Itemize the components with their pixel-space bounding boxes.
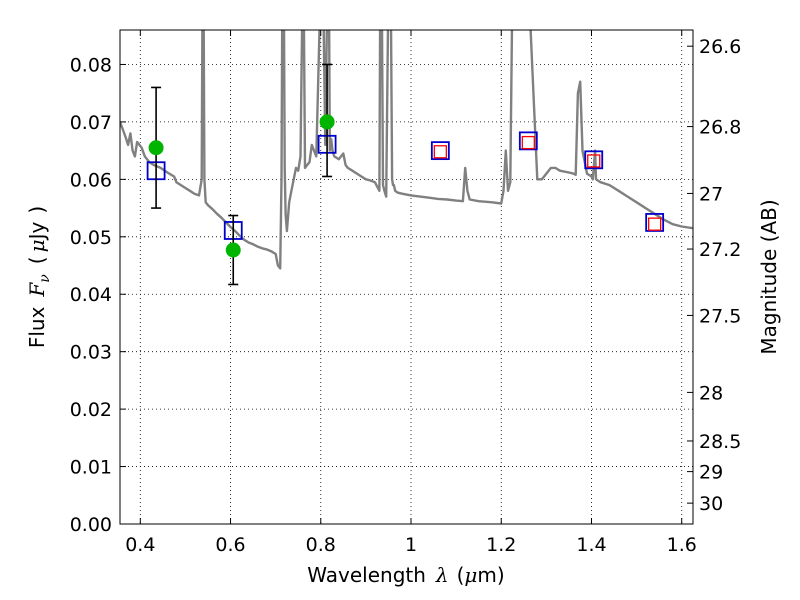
y-axis-title-f: F xyxy=(25,282,49,298)
observed-nir-square-marker xyxy=(647,217,662,231)
y-tick-label: 0.07 xyxy=(70,112,112,134)
y-tick-label: 0.08 xyxy=(70,54,112,76)
model-square-marker xyxy=(645,213,665,232)
y-axis-title-unit: Jy xyxy=(25,221,49,241)
y-axis-title-mu: μ xyxy=(25,239,49,252)
y2-tick-label: 27.2 xyxy=(699,239,741,261)
y2-tick-label: 26.6 xyxy=(699,36,741,58)
y-tick-label: 0.02 xyxy=(70,399,112,421)
x-axis-title-paren-open: ( xyxy=(457,563,465,587)
x-axis-title-mu: μ xyxy=(464,563,477,587)
x-tick-label: 0.6 xyxy=(215,534,245,556)
y2-tick-label: 27 xyxy=(699,183,723,205)
y-axis-title-prefix: Flux xyxy=(25,306,49,348)
y2-tick-label: 26.8 xyxy=(699,117,741,139)
y2-tick-label: 29 xyxy=(699,462,723,484)
observed-nir-square-marker xyxy=(433,145,447,159)
model-spectrum-line xyxy=(120,30,693,270)
y-axis-title-paren-close: ) xyxy=(25,206,49,214)
y2-tick-label: 30 xyxy=(699,493,723,515)
y-axis-title-nu: ν xyxy=(37,274,53,283)
y-tick-label: 0.00 xyxy=(70,514,112,536)
x-tick-label: 0.8 xyxy=(306,534,336,556)
model-square-marker xyxy=(430,141,450,161)
y-tick-label: 0.06 xyxy=(70,169,112,191)
y2-tick-label: 28 xyxy=(699,382,723,404)
x-tick-label: 1 xyxy=(405,534,417,556)
plot-frame xyxy=(119,29,694,525)
observed-nir-square-marker xyxy=(587,154,601,168)
x-axis-title-prefix: Wavelength xyxy=(307,563,426,587)
x-axis-title: Wavelength λ (μm) xyxy=(307,563,504,587)
y-tick-label: 0.03 xyxy=(70,342,112,364)
observed-nir-square-marker xyxy=(521,135,535,150)
y-tick-label: 0.05 xyxy=(70,227,112,249)
x-axis-title-unit: m) xyxy=(477,563,504,587)
y-tick-label: 0.01 xyxy=(70,457,112,479)
y-axis-title: Flux Fν ( μJy) xyxy=(25,206,53,348)
y-axis-title-paren-open: ( xyxy=(25,256,49,264)
model-square-marker xyxy=(584,150,604,170)
x-tick-label: 1.2 xyxy=(486,534,516,556)
model-square-marker xyxy=(518,131,538,151)
y2-axis-title: Magnitude (AB) xyxy=(757,199,781,354)
observed-circle-marker xyxy=(319,114,335,130)
y2-tick-label: 28.5 xyxy=(699,431,741,453)
x-tick-label: 1.6 xyxy=(667,534,697,556)
x-axis-title-lambda: λ xyxy=(435,563,449,587)
x-tick-label: 0.4 xyxy=(125,534,155,556)
observed-circle-marker xyxy=(148,140,164,156)
observed-circle-marker xyxy=(225,242,241,258)
y-tick-label: 0.04 xyxy=(70,284,112,306)
axis-ticks: 0.4 0.6 0.8 1 1.2 1.4 1.6 0.00 0.01 0.02 0.03 0.04 0… xyxy=(70,30,741,556)
plot-area xyxy=(120,30,693,286)
y2-tick-label: 27.5 xyxy=(699,305,741,327)
x-tick-label: 1.4 xyxy=(576,534,606,556)
